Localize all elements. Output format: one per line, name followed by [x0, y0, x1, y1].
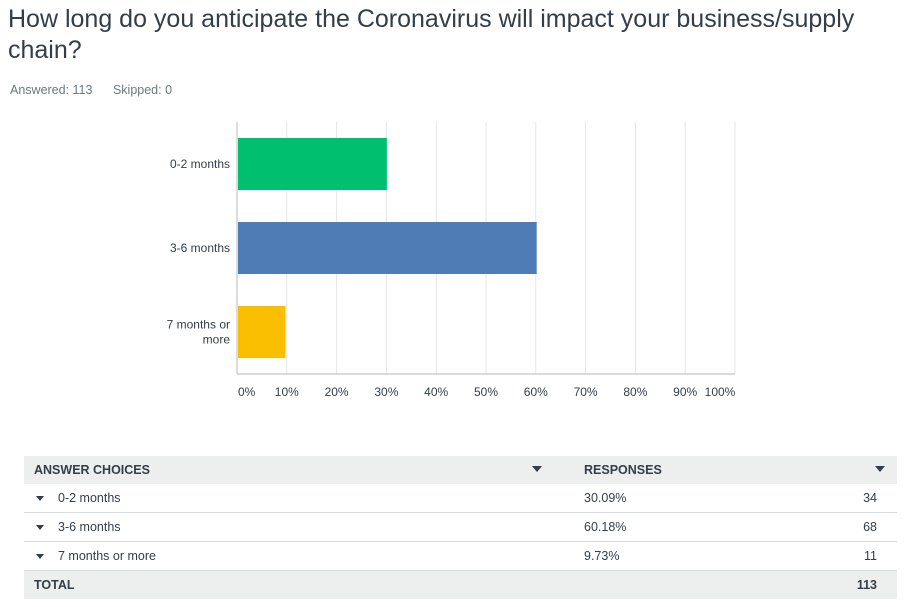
- sort-caret-icon[interactable]: [875, 466, 885, 472]
- cell-spacer: [554, 512, 574, 542]
- bar-7-months-or-more: [238, 306, 286, 358]
- answer-choices-header-label: ANSWER CHOICES: [34, 463, 150, 477]
- x-tick-label: 10%: [275, 385, 299, 399]
- total-label: TOTAL: [24, 570, 554, 599]
- x-tick-label: 40%: [424, 385, 448, 399]
- responses-header[interactable]: RESPONSES: [574, 456, 897, 484]
- response-percent: 30.09%: [584, 491, 627, 505]
- x-tick-label: 60%: [524, 385, 548, 399]
- choice-label: 3-6 months: [58, 520, 121, 534]
- x-tick-label: 0%: [238, 385, 256, 399]
- response-count: 34: [863, 491, 877, 505]
- response-cell: 30.09% 34: [574, 484, 897, 513]
- expand-caret-icon[interactable]: [36, 553, 44, 559]
- x-tick-label: 50%: [474, 385, 498, 399]
- x-tick-label: 80%: [623, 385, 647, 399]
- skipped-count: Skipped: 0: [112, 83, 173, 97]
- choice-cell[interactable]: 7 months or more: [24, 541, 554, 571]
- bar-3-6-months: [238, 222, 537, 274]
- table-row: 7 months or more 9.73% 11: [24, 541, 897, 571]
- choice-label: 7 months or more: [58, 549, 156, 563]
- expand-caret-icon[interactable]: [36, 495, 44, 501]
- response-summary: Answered: 113 Skipped: 0: [10, 83, 189, 97]
- total-row: TOTAL 113: [24, 570, 897, 599]
- cell-spacer: [554, 484, 574, 513]
- x-tick-label: 30%: [374, 385, 398, 399]
- expand-caret-icon[interactable]: [36, 524, 44, 530]
- cell-spacer: [554, 541, 574, 571]
- answer-choices-header[interactable]: ANSWER CHOICES: [24, 456, 554, 484]
- x-tick-label: 20%: [325, 385, 349, 399]
- response-cell: 9.73% 11: [574, 541, 897, 571]
- responses-header-label: RESPONSES: [584, 463, 662, 477]
- results-table: ANSWER CHOICES RESPONSES 0-2 months 30.0…: [24, 456, 897, 599]
- table-row: 0-2 months 30.09% 34: [24, 484, 897, 513]
- cell-spacer: [554, 570, 574, 599]
- x-tick-label: 100%: [705, 385, 736, 399]
- answered-count: Answered: 113: [10, 83, 93, 97]
- table-row: 3-6 months 60.18% 68: [24, 512, 897, 542]
- response-count: 11: [864, 549, 877, 563]
- choice-label: 0-2 months: [58, 491, 121, 505]
- response-cell: 60.18% 68: [574, 512, 897, 542]
- category-label: 0-2 months: [170, 157, 230, 171]
- category-label: 3-6 months: [170, 241, 230, 255]
- bar-chart: 0% 10% 20% 30% 40% 50% 60% 70% 80% 90% 100% 0-2 mon…: [167, 122, 736, 399]
- header-divider: [554, 456, 574, 484]
- question-title: How long do you anticipate the Coronavir…: [8, 5, 855, 64]
- response-count: 68: [863, 520, 877, 534]
- total-count: 113: [574, 570, 897, 599]
- x-tick-label: 90%: [673, 385, 697, 399]
- choice-cell[interactable]: 3-6 months: [24, 512, 554, 542]
- sort-caret-icon[interactable]: [532, 466, 542, 472]
- response-percent: 9.73%: [584, 549, 620, 563]
- category-label: more: [203, 333, 231, 347]
- x-tick-label: 70%: [574, 385, 598, 399]
- response-percent: 60.18%: [584, 520, 627, 534]
- bar-0-2-months: [238, 138, 387, 190]
- choice-cell[interactable]: 0-2 months: [24, 484, 554, 513]
- category-label: 7 months or: [167, 318, 230, 332]
